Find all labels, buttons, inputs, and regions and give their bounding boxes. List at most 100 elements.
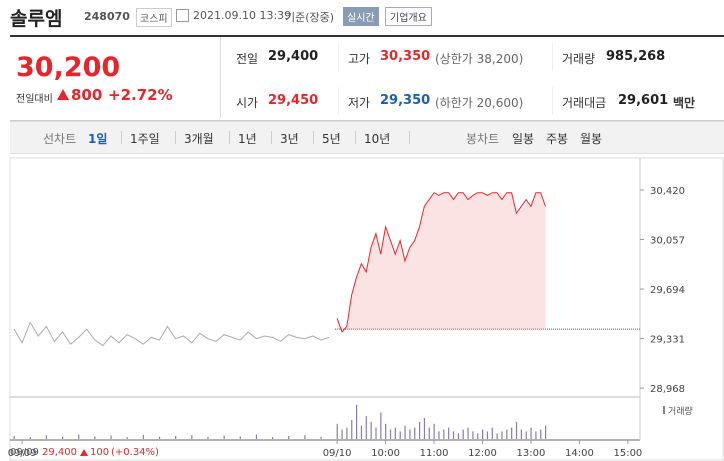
volume-bar bbox=[457, 433, 459, 439]
volume-bar bbox=[428, 427, 430, 439]
volume-bar bbox=[142, 434, 144, 439]
summary-value: 29,400 bbox=[268, 49, 319, 64]
volume-bar bbox=[409, 429, 411, 439]
summary-extra: (상한가 38,200) bbox=[435, 52, 524, 66]
x-tick-label: 15:00 bbox=[613, 448, 642, 459]
candle-tab[interactable]: 일봉 bbox=[512, 132, 535, 146]
volume-bar bbox=[346, 427, 348, 439]
volume-bar bbox=[191, 435, 193, 439]
volume-legend: 거래량 bbox=[668, 405, 693, 417]
volume-bar bbox=[158, 436, 161, 439]
volume-bar bbox=[78, 434, 80, 439]
divider bbox=[338, 87, 339, 115]
volume-bar bbox=[462, 429, 464, 439]
volume-bar bbox=[341, 429, 343, 439]
volume-bar bbox=[525, 431, 527, 439]
summary-label: 거래대금 bbox=[562, 96, 607, 110]
volume-bar bbox=[336, 423, 338, 439]
tab-separator bbox=[229, 131, 230, 144]
volume-bar bbox=[45, 435, 48, 439]
realtime-badge[interactable]: 실시간 bbox=[343, 7, 379, 26]
volume-bar bbox=[448, 427, 450, 439]
volume-bar bbox=[419, 421, 421, 439]
volume-bar bbox=[414, 427, 416, 439]
change: 800 bbox=[71, 86, 103, 104]
tab-label: 봉차트 bbox=[466, 132, 500, 146]
volume-bar bbox=[356, 404, 358, 439]
x-tick-label: 11:00 bbox=[420, 448, 449, 459]
up-triangle bbox=[57, 89, 69, 100]
volume-bar bbox=[223, 435, 225, 439]
volume-bar bbox=[62, 436, 64, 439]
y-tick-label: 29,694 bbox=[650, 285, 685, 296]
volume-bar bbox=[506, 429, 508, 439]
summary-label: 고가 bbox=[348, 52, 371, 66]
volume-bar bbox=[394, 427, 396, 439]
summary-unit: 백만 bbox=[673, 96, 696, 110]
tab-separator bbox=[409, 131, 410, 144]
y-tick-label: 28,968 bbox=[650, 384, 685, 395]
volume-bar bbox=[399, 431, 401, 439]
footer-date: 09/09 bbox=[10, 447, 39, 458]
volume-bar bbox=[255, 434, 258, 439]
line-tab[interactable]: 3개월 bbox=[184, 132, 214, 146]
chart-frame bbox=[9, 157, 724, 461]
volume-bar bbox=[511, 427, 513, 439]
volume-bar bbox=[501, 431, 503, 439]
volume-bar bbox=[239, 436, 241, 439]
volume-bar bbox=[175, 435, 177, 439]
summary-value: 29,450 bbox=[268, 93, 319, 108]
calendar-icon bbox=[176, 9, 189, 22]
current-price: 30,200 bbox=[16, 52, 121, 83]
volume-bar bbox=[389, 429, 392, 439]
x-tick-label: 13:00 bbox=[517, 448, 546, 459]
line-tab[interactable]: 3년 bbox=[280, 132, 299, 146]
summary-value: 29,350 bbox=[380, 93, 431, 108]
volume-bar bbox=[482, 429, 484, 439]
tab-separator bbox=[175, 131, 176, 144]
volume-bar bbox=[477, 433, 479, 439]
price-line bbox=[13, 321, 330, 347]
summary-label: 전일 bbox=[236, 52, 259, 66]
y-tick-label: 29,331 bbox=[650, 335, 685, 346]
overview-button[interactable]: 기업개요 bbox=[385, 7, 432, 26]
footer-triangle bbox=[80, 449, 88, 456]
tab-label: 선차트 bbox=[43, 132, 77, 146]
line-tab[interactable]: 1년 bbox=[238, 132, 257, 146]
x-tick-label: 09/09 bbox=[8, 448, 37, 459]
line-tab[interactable]: 10년 bbox=[364, 132, 391, 146]
volume-bar bbox=[380, 412, 382, 439]
volume-bar bbox=[515, 421, 518, 439]
volume-bar bbox=[375, 427, 377, 439]
volume-bar bbox=[467, 427, 469, 439]
volume-bar bbox=[110, 435, 112, 439]
datetime: 2021.09.10 13:39 bbox=[193, 9, 292, 22]
volume-legend-swatch bbox=[663, 406, 665, 414]
volume-bar bbox=[496, 433, 498, 439]
basis: 기준(장중) bbox=[285, 11, 335, 24]
line-tab[interactable]: 1주일 bbox=[130, 132, 160, 146]
divider bbox=[552, 87, 553, 115]
candle-tab[interactable]: 월봉 bbox=[580, 132, 603, 146]
summary-label: 저가 bbox=[348, 96, 371, 110]
line-tab[interactable]: 5년 bbox=[322, 132, 341, 146]
volume-bar bbox=[486, 431, 489, 439]
volume-bar bbox=[385, 423, 387, 439]
volume-bar bbox=[94, 436, 96, 439]
line-tab[interactable]: 1일 bbox=[88, 132, 108, 146]
change-rate: +2.72% bbox=[108, 86, 173, 104]
volume-bar bbox=[491, 427, 493, 439]
volume-bar bbox=[540, 429, 542, 439]
volume-bar bbox=[423, 418, 426, 439]
volume-bar bbox=[472, 431, 474, 439]
tab-separator bbox=[271, 131, 272, 144]
footer-close: 29,400 bbox=[42, 447, 77, 458]
stock-name: 솔루엠 bbox=[10, 8, 63, 30]
summary-label: 거래량 bbox=[562, 52, 596, 66]
area-fill bbox=[337, 192, 546, 332]
volume-bar bbox=[360, 425, 363, 439]
volume-bar bbox=[404, 425, 406, 439]
candle-tab[interactable]: 주봉 bbox=[546, 132, 569, 146]
volume-bar bbox=[530, 427, 532, 439]
